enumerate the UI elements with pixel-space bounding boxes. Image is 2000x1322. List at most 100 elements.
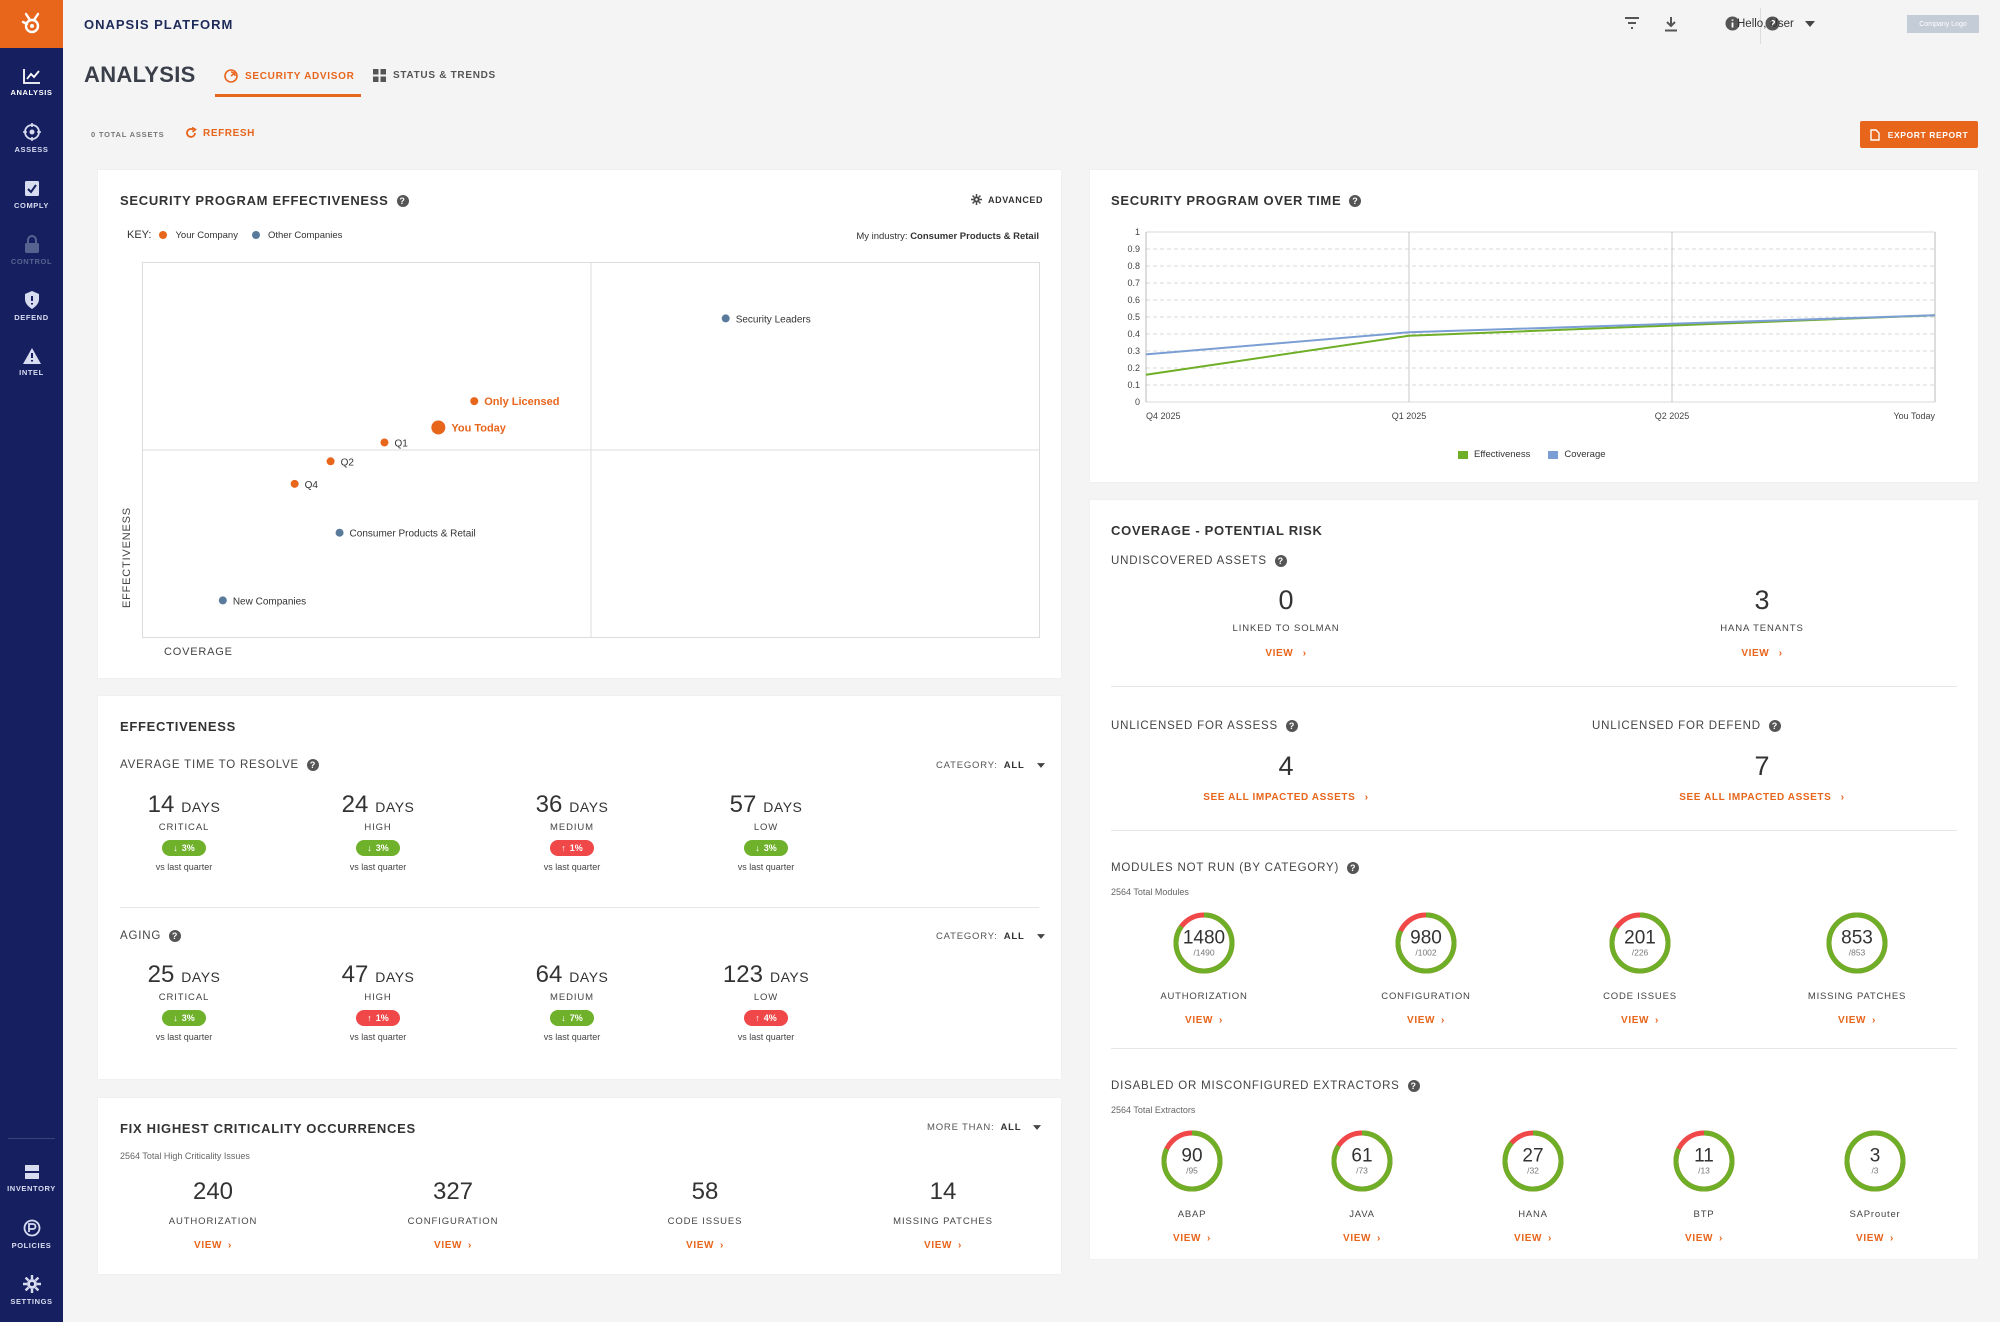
ring-value: 27 (1522, 1145, 1544, 1167)
help-icon[interactable]: ? (1407, 1080, 1420, 1092)
filter-icon[interactable] (1624, 16, 1640, 30)
metric-value: 47 (341, 961, 369, 988)
view-link[interactable]: VIEW › (1343, 1233, 1381, 1244)
ring-fill (1395, 912, 1457, 974)
metric-value-line: 25 DAYS (114, 961, 254, 989)
sidebar-item-label: INTEL (19, 367, 44, 377)
view-label: VIEW (1856, 1233, 1885, 1244)
plot-point[interactable] (335, 528, 344, 537)
help-icon[interactable]: ? (396, 194, 409, 207)
view-link-hana-tenants[interactable]: VIEW › (1741, 648, 1782, 659)
help-icon[interactable]: ? (1285, 720, 1298, 732)
advanced-label: ADVANCED (988, 194, 1044, 205)
sidebar-item-settings[interactable]: SETTINGS (0, 1264, 63, 1316)
card-title: SECURITY PROGRAM EFFECTIVENESS? (120, 193, 409, 208)
see-all-impacted-defend[interactable]: SEE ALL IMPACTED ASSETS › (1679, 792, 1844, 803)
view-link[interactable]: VIEW › (1185, 1015, 1223, 1026)
user-greeting-label: Hello, User (1737, 18, 1794, 30)
tab-security-advisor[interactable]: SECURITY ADVISOR (224, 69, 355, 83)
help-icon[interactable]: ? (1349, 194, 1362, 207)
ring-fill (1609, 912, 1671, 974)
y-tick-label: 0.2 (1127, 363, 1140, 373)
view-link[interactable]: VIEW › (1621, 1015, 1659, 1026)
sidebar-item-intel[interactable]: INTEL (0, 336, 63, 388)
arrow-down-icon: ↓ (561, 1013, 566, 1023)
category-dropdown-avg[interactable]: CATEGORY: ALL (936, 760, 1045, 771)
plot-point[interactable] (326, 457, 335, 466)
advanced-button[interactable]: ADVANCED (971, 194, 1043, 205)
grid-icon (373, 69, 386, 82)
help-icon[interactable]: ? (1274, 555, 1287, 567)
sidebar-item-comply[interactable]: COMPLY (0, 168, 63, 220)
metric-value-line: 14 DAYS (114, 791, 254, 819)
category-dropdown-aging[interactable]: CATEGORY: ALL (936, 931, 1045, 942)
see-all-label: SEE ALL IMPACTED ASSETS (1203, 792, 1356, 803)
change-badge: ↓ 3% (162, 1010, 206, 1026)
more-than-dropdown[interactable]: MORE THAN: ALL (927, 1122, 1042, 1133)
plot-point[interactable] (470, 397, 479, 406)
view-link[interactable]: VIEW › (1685, 1233, 1723, 1244)
view-label: VIEW (1173, 1233, 1202, 1244)
badge-wrap: ↓ 3% (114, 833, 254, 856)
ring-text: 61/73 (1351, 1147, 1372, 1176)
view-link[interactable]: VIEW › (1173, 1233, 1211, 1244)
view-link[interactable]: VIEW › (194, 1240, 232, 1251)
sidebar-item-control[interactable]: CONTROL (0, 224, 63, 276)
view-link[interactable]: VIEW › (924, 1240, 962, 1251)
ring-text: 90/95 (1181, 1147, 1202, 1176)
see-all-impacted-assess[interactable]: SEE ALL IMPACTED ASSETS › (1203, 792, 1368, 803)
view-link[interactable]: VIEW › (1407, 1015, 1445, 1026)
user-greeting[interactable]: Hello, User (1737, 18, 1816, 30)
export-report-button[interactable]: EXPORT REPORT (1860, 121, 1978, 148)
logo-icon[interactable] (0, 0, 63, 48)
view-link-solman[interactable]: VIEW › (1265, 648, 1306, 659)
tab-status-trends[interactable]: STATUS & TRENDS (373, 69, 496, 82)
download-icon[interactable] (1664, 16, 1678, 32)
card-title: EFFECTIVENESS (120, 719, 237, 734)
unlicensed-assess-title: UNLICENSED FOR ASSESS? (1111, 720, 1298, 732)
plot-point[interactable] (380, 438, 389, 447)
chevron-down-icon (1036, 934, 1045, 939)
extractors-title-text: DISABLED OR MISCONFIGURED EXTRACTORS (1111, 1080, 1400, 1092)
topbar-divider (1760, 8, 1761, 44)
refresh-icon (186, 127, 197, 138)
section-divider (1111, 686, 1957, 687)
sidebar-item-assess[interactable]: ASSESS (0, 112, 63, 164)
plot-point[interactable] (290, 479, 299, 488)
help-icon[interactable]: ? (169, 930, 182, 942)
view-link[interactable]: VIEW › (1514, 1233, 1552, 1244)
help-icon[interactable]: ? (307, 759, 320, 771)
view-link[interactable]: VIEW › (1856, 1233, 1894, 1244)
progress-ring (1502, 1130, 1564, 1192)
plot-point[interactable] (218, 596, 227, 605)
sidebar-item-policies[interactable]: POLICIES (0, 1208, 63, 1260)
progress-ring (1844, 1130, 1906, 1192)
gear-icon (971, 194, 982, 205)
section-divider (120, 907, 1039, 908)
refresh-button[interactable]: REFRESH (185, 127, 255, 139)
vs-last-quarter: vs last quarter (737, 1032, 795, 1042)
legend-other: Other Companies (267, 229, 343, 241)
unlicensed-defend-title: UNLICENSED FOR DEFEND? (1592, 720, 1781, 732)
chevron-right-icon: › (1655, 1015, 1659, 1026)
vs-last-quarter: vs last quarter (543, 862, 601, 872)
ring-text: 3/3 (1870, 1147, 1881, 1176)
view-link[interactable]: VIEW › (1838, 1015, 1876, 1026)
view-label: VIEW (1685, 1233, 1714, 1244)
sidebar-item-analysis[interactable]: ANALYSIS (0, 56, 63, 108)
help-icon[interactable]: ? (1765, 16, 1780, 31)
view-link[interactable]: VIEW › (686, 1240, 724, 1251)
ring-label: CONFIGURATION (1381, 991, 1471, 1002)
sidebar-item-defend[interactable]: DEFEND (0, 280, 63, 332)
view-link[interactable]: VIEW › (434, 1240, 472, 1251)
sidebar-item-label: COMPLY (14, 200, 49, 210)
chevron-right-icon: › (468, 1240, 472, 1251)
metric-unit: DAYS (763, 799, 803, 815)
plot-point[interactable] (721, 314, 730, 323)
info-icon[interactable] (1725, 16, 1740, 31)
sidebar-item-inventory[interactable]: INVENTORY (0, 1152, 63, 1204)
ring-value: 980 (1410, 927, 1442, 949)
help-icon[interactable]: ? (1768, 720, 1781, 732)
plot-point[interactable] (431, 420, 446, 435)
help-icon[interactable]: ? (1347, 862, 1360, 874)
